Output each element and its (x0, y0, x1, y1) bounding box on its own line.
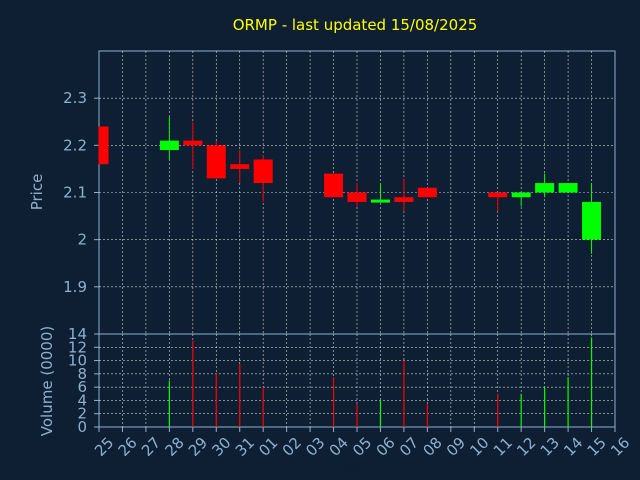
candle (394, 178, 414, 212)
candlestick-series (98, 117, 602, 254)
price-axis-label: Price (28, 174, 46, 211)
volume-bar-series (168, 337, 593, 427)
chart-title: ORMP - last updated 15/08/2025 (233, 16, 478, 34)
candle-body (230, 164, 250, 169)
candle (253, 154, 273, 202)
candle-body (394, 197, 414, 202)
volume-y-tick-label: 0 (77, 418, 87, 436)
price-y-tick-label: 2 (77, 231, 87, 249)
candle (488, 192, 508, 212)
price-y-tick-label: 2.2 (63, 136, 87, 154)
x-axis-label: Day (332, 457, 362, 475)
candle (324, 173, 344, 198)
candle (535, 173, 555, 198)
volume-y-tick-label: 2 (77, 405, 87, 423)
candle-body (370, 199, 390, 203)
candle (206, 140, 226, 179)
candle (558, 183, 578, 193)
volume-y-tick-label: 4 (77, 391, 87, 409)
volume-axis-label: Volume (0000) (38, 326, 56, 436)
candle-body (511, 192, 531, 198)
candle-body (417, 187, 437, 198)
price-y-tick-labels: 1.9 2 2.1 2.2 2.3 (63, 89, 99, 296)
candle-body (324, 173, 344, 198)
candle-body (253, 159, 273, 184)
volume-y-tick-label: 14 (68, 325, 87, 343)
candle-body (206, 145, 226, 179)
candle-body (535, 183, 555, 193)
candle (582, 183, 602, 254)
candle (511, 192, 531, 207)
volume-y-tick-label: 6 (77, 378, 87, 396)
price-y-tick-label: 2.1 (63, 184, 87, 202)
candle (159, 117, 179, 160)
candle-body (488, 192, 508, 198)
price-y-tick-label: 1.9 (63, 278, 87, 296)
candle-body (558, 183, 578, 193)
price-y-tick-label: 2.3 (63, 89, 87, 107)
candle (183, 121, 203, 169)
candle (98, 126, 109, 165)
candle-body (99, 126, 109, 165)
candle (230, 150, 250, 184)
candle-body (347, 192, 367, 202)
candle-body (183, 140, 203, 146)
candle-body (582, 201, 602, 240)
candle-body (159, 140, 179, 151)
price-panel: 1.9 2 2.1 2.2 2.3 Price (28, 50, 616, 335)
volume-y-tick-label: 8 (77, 365, 87, 383)
candle (370, 183, 390, 203)
candle (347, 183, 367, 207)
volume-y-tick-label: 12 (68, 338, 87, 356)
candle (417, 187, 437, 198)
volume-y-tick-label: 10 (68, 352, 87, 370)
